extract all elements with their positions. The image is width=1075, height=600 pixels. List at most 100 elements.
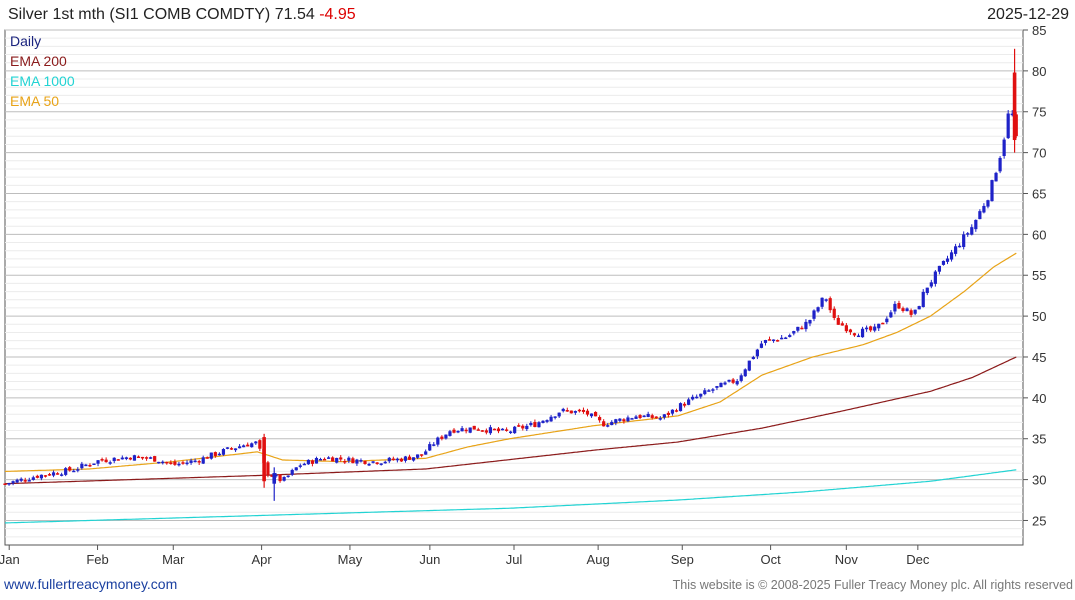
candle-body <box>15 479 19 483</box>
candle-body <box>598 417 602 421</box>
candle-body <box>383 461 387 464</box>
candle-body <box>112 457 116 462</box>
candle-body <box>917 306 921 310</box>
candle-body <box>808 320 812 324</box>
candle-body <box>68 467 72 471</box>
candle-body <box>149 457 153 459</box>
candle-body <box>209 452 213 459</box>
candle-body <box>432 444 436 446</box>
candle-body <box>185 462 189 465</box>
y-tick-label: 50 <box>1032 309 1046 324</box>
candle-body <box>436 437 440 445</box>
candle-body <box>43 475 48 477</box>
y-tick-label: 80 <box>1032 64 1046 79</box>
candle-body <box>213 452 217 456</box>
candle-body <box>610 421 614 426</box>
candle-body <box>456 430 460 433</box>
candle-body <box>335 457 339 463</box>
candle-body <box>132 455 137 461</box>
candle-body <box>998 157 1002 172</box>
candle-body <box>727 379 731 382</box>
candle-body <box>776 340 780 342</box>
candle-body <box>84 464 88 467</box>
candle-body <box>371 461 375 463</box>
candle-body <box>707 390 711 392</box>
candle-body <box>322 458 327 461</box>
candle-body <box>100 459 104 461</box>
candle-body <box>678 403 683 412</box>
candle-body <box>391 458 395 461</box>
candle-body <box>395 458 399 461</box>
candle-body <box>557 412 561 417</box>
ema1000-line <box>5 469 1017 524</box>
candle-body <box>238 446 242 449</box>
candle-body <box>699 393 703 397</box>
candle-body <box>739 375 743 381</box>
candle-body <box>852 333 857 336</box>
candle-body <box>735 381 739 385</box>
candle-body <box>415 454 420 458</box>
candle-body <box>674 410 679 412</box>
candle-body <box>310 460 315 464</box>
x-tick-label: Jan <box>0 552 20 567</box>
y-tick-label: 25 <box>1032 513 1046 528</box>
x-tick-label: Apr <box>251 552 272 567</box>
candle-body <box>650 415 654 418</box>
candle-body <box>958 245 962 248</box>
candle-body <box>1010 113 1014 116</box>
candle-body <box>723 382 727 385</box>
candle-body <box>464 429 468 432</box>
candle-body <box>19 478 23 481</box>
chart-date: 2025-12-29 <box>987 6 1069 23</box>
candle-body <box>278 474 282 482</box>
candle-body <box>1012 72 1017 141</box>
candle-body <box>403 456 408 461</box>
candle-body <box>662 414 666 418</box>
website-link[interactable]: www.fullertreacymoney.com <box>4 576 178 592</box>
ema50-line <box>5 252 1017 472</box>
candle-body <box>488 427 493 434</box>
candle-body <box>144 457 149 459</box>
candle-body <box>347 457 351 461</box>
candle-body <box>832 308 836 318</box>
candle-body <box>282 477 286 481</box>
candle-body <box>55 473 60 475</box>
candle-body <box>885 318 889 323</box>
candle-body <box>804 321 808 330</box>
candle-body <box>691 396 695 400</box>
candle-body <box>618 418 622 421</box>
candle-body <box>614 419 618 424</box>
candle-body <box>606 425 610 427</box>
candle-body <box>682 403 687 406</box>
candle-body <box>181 462 185 464</box>
legend-ema200: EMA 200 <box>10 53 67 69</box>
x-tick-label: Sep <box>671 552 694 567</box>
y-tick-label: 85 <box>1032 23 1046 38</box>
candle-body <box>788 335 792 337</box>
candle-body <box>796 326 800 331</box>
candle-body <box>937 265 942 272</box>
candle-body <box>771 339 776 342</box>
candle-body <box>941 260 946 265</box>
candle-body <box>444 434 448 439</box>
candle-body <box>452 429 456 433</box>
candle-body <box>585 410 590 415</box>
candle-body <box>658 418 662 420</box>
candle-body <box>250 443 254 448</box>
candle-body <box>695 396 699 399</box>
candle-body <box>411 457 416 461</box>
candle-body <box>387 457 391 462</box>
candle-body <box>327 457 331 459</box>
candle-body <box>593 411 598 417</box>
candle-body <box>399 458 404 462</box>
candle-body <box>217 453 221 456</box>
candle-body <box>755 349 759 357</box>
candle-body <box>3 483 7 486</box>
candle-body <box>92 463 96 466</box>
chart-legend: Daily EMA 200 EMA 1000 EMA 50 <box>10 31 75 111</box>
candle-body <box>76 469 80 471</box>
candle-body <box>197 461 201 463</box>
candle-body <box>136 456 141 459</box>
candle-body <box>759 343 764 348</box>
